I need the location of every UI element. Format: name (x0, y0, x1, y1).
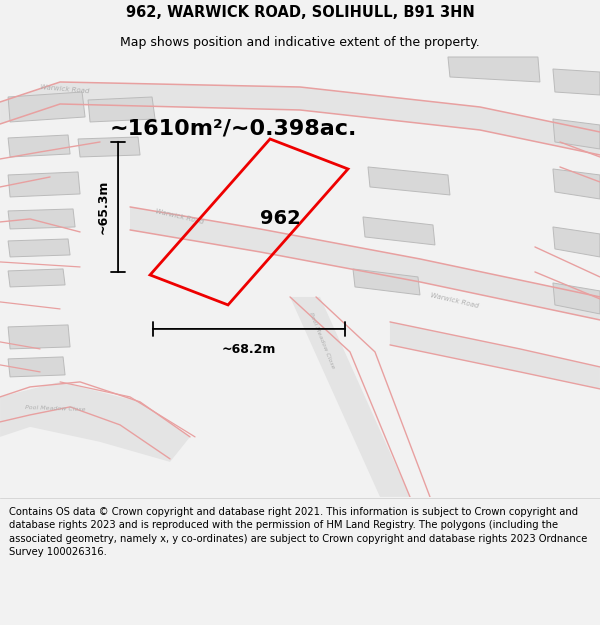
Polygon shape (8, 209, 75, 229)
Polygon shape (363, 217, 435, 245)
Text: Pool Meadow Close: Pool Meadow Close (308, 312, 335, 370)
Text: Pool Meadow Close: Pool Meadow Close (25, 405, 86, 412)
Polygon shape (8, 239, 70, 257)
Polygon shape (553, 227, 600, 257)
Text: Warwick Road: Warwick Road (430, 292, 479, 309)
Text: ~65.3m: ~65.3m (97, 180, 110, 234)
Polygon shape (8, 92, 85, 122)
Polygon shape (8, 269, 65, 287)
Polygon shape (553, 283, 600, 314)
Polygon shape (0, 82, 600, 155)
Polygon shape (553, 169, 600, 199)
Polygon shape (448, 57, 540, 82)
Polygon shape (8, 135, 70, 157)
Text: Map shows position and indicative extent of the property.: Map shows position and indicative extent… (120, 36, 480, 49)
Text: Warwick Road: Warwick Road (155, 208, 205, 225)
Polygon shape (8, 325, 70, 349)
Polygon shape (353, 269, 420, 295)
Text: Warwick Road: Warwick Road (40, 84, 90, 94)
Polygon shape (0, 382, 190, 462)
Text: Contains OS data © Crown copyright and database right 2021. This information is : Contains OS data © Crown copyright and d… (9, 507, 587, 557)
Polygon shape (88, 97, 155, 122)
Polygon shape (368, 167, 450, 195)
Polygon shape (390, 322, 600, 389)
Text: ~1610m²/~0.398ac.: ~1610m²/~0.398ac. (110, 119, 358, 139)
Text: ~68.2m: ~68.2m (222, 343, 276, 356)
Text: 962: 962 (260, 209, 301, 229)
Polygon shape (78, 137, 140, 157)
Polygon shape (553, 119, 600, 149)
Polygon shape (8, 357, 65, 377)
Polygon shape (290, 297, 410, 497)
Polygon shape (8, 172, 80, 197)
Polygon shape (130, 207, 600, 320)
Text: 962, WARWICK ROAD, SOLIHULL, B91 3HN: 962, WARWICK ROAD, SOLIHULL, B91 3HN (125, 5, 475, 20)
Polygon shape (553, 69, 600, 95)
